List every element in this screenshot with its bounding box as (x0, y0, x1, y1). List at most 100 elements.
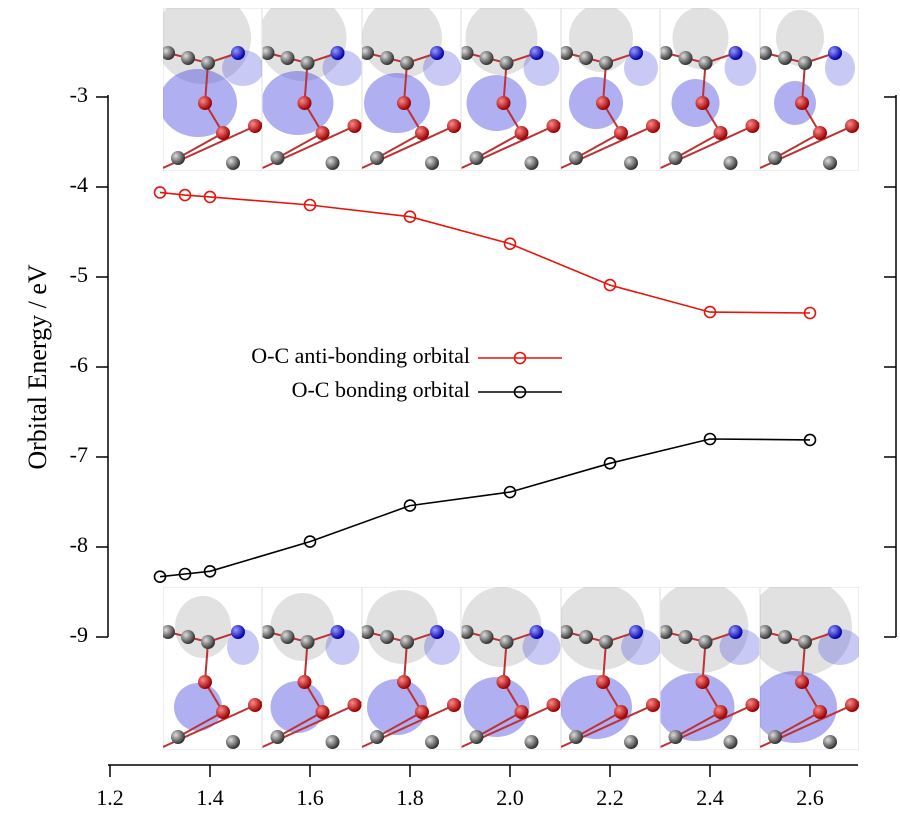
atom (768, 730, 782, 744)
atom (696, 675, 710, 689)
atom (500, 56, 514, 70)
atom (497, 96, 511, 110)
atom (679, 630, 693, 644)
orbital-panel (261, 587, 362, 750)
panel-content (460, 1, 561, 171)
atom (758, 625, 772, 639)
atom (360, 625, 374, 639)
atom (480, 51, 494, 65)
atom (171, 151, 185, 165)
x-tick-label: 2.2 (596, 785, 624, 810)
atom (380, 630, 394, 644)
atom (316, 705, 330, 719)
atom (696, 96, 710, 110)
atom (415, 126, 429, 140)
atom (460, 625, 474, 639)
atom (669, 151, 683, 165)
atom (746, 698, 760, 712)
atom (599, 56, 613, 70)
atom (559, 625, 573, 639)
orbital-images (155, 0, 862, 750)
atom (629, 46, 643, 60)
atom (596, 96, 610, 110)
atom (298, 675, 312, 689)
atom (813, 126, 827, 140)
atom (729, 46, 743, 60)
atom (500, 635, 514, 649)
atom (646, 698, 660, 712)
atom (226, 156, 240, 170)
panel-content (155, 0, 264, 171)
atom (460, 46, 474, 60)
atom (679, 51, 693, 65)
atom (845, 698, 859, 712)
atom (425, 735, 439, 749)
atom (348, 698, 362, 712)
orbital-panel (360, 0, 461, 171)
orbital-panel (659, 7, 760, 171)
atom (798, 635, 812, 649)
panel-content (557, 584, 661, 750)
atom (579, 51, 593, 65)
orbital-panel (653, 581, 762, 750)
x-tick-label: 2.6 (796, 785, 824, 810)
atom (823, 156, 837, 170)
atom (795, 675, 809, 689)
panel-content (460, 587, 561, 750)
atom (326, 735, 340, 749)
atom (646, 119, 660, 133)
atom (714, 705, 728, 719)
y-tick-label: -6 (70, 352, 88, 377)
atom (316, 126, 330, 140)
atom (161, 625, 175, 639)
atom (226, 735, 240, 749)
panel-content (748, 578, 862, 750)
atom (470, 730, 484, 744)
atom (281, 51, 295, 65)
atom (301, 56, 315, 70)
atom (729, 625, 743, 639)
atom (447, 698, 461, 712)
blob (271, 593, 335, 661)
x-tick-label: 1.4 (196, 785, 224, 810)
atom (497, 675, 511, 689)
atom (161, 46, 175, 60)
atom (714, 126, 728, 140)
atom (569, 730, 583, 744)
atom (198, 96, 212, 110)
orbital-panel (259, 0, 363, 171)
legend-label: O-C anti-bonding orbital (251, 343, 470, 368)
atom (326, 156, 340, 170)
panel-content (261, 587, 362, 750)
atom (271, 151, 285, 165)
atom (845, 119, 859, 133)
y-tick-label: -8 (70, 532, 88, 557)
series-line (160, 439, 810, 577)
atom (171, 730, 185, 744)
atom (515, 705, 529, 719)
orbital-panel (360, 587, 461, 750)
atom (198, 675, 212, 689)
panel-content (360, 0, 461, 171)
orbital-panel (557, 584, 661, 750)
atom (181, 630, 195, 644)
atom (699, 56, 713, 70)
atom (470, 151, 484, 165)
panel-content (259, 0, 363, 171)
y-tick-label: -4 (70, 172, 88, 197)
atom (348, 119, 362, 133)
atom (231, 625, 245, 639)
atom (370, 151, 384, 165)
atom (331, 625, 345, 639)
orbital-panel (559, 4, 660, 171)
atom (569, 151, 583, 165)
atom (798, 56, 812, 70)
atom (624, 735, 638, 749)
atom (360, 46, 374, 60)
atom (400, 56, 414, 70)
atom (778, 51, 792, 65)
blob (175, 596, 231, 658)
atom (624, 156, 638, 170)
atom (201, 635, 215, 649)
atom (813, 705, 827, 719)
